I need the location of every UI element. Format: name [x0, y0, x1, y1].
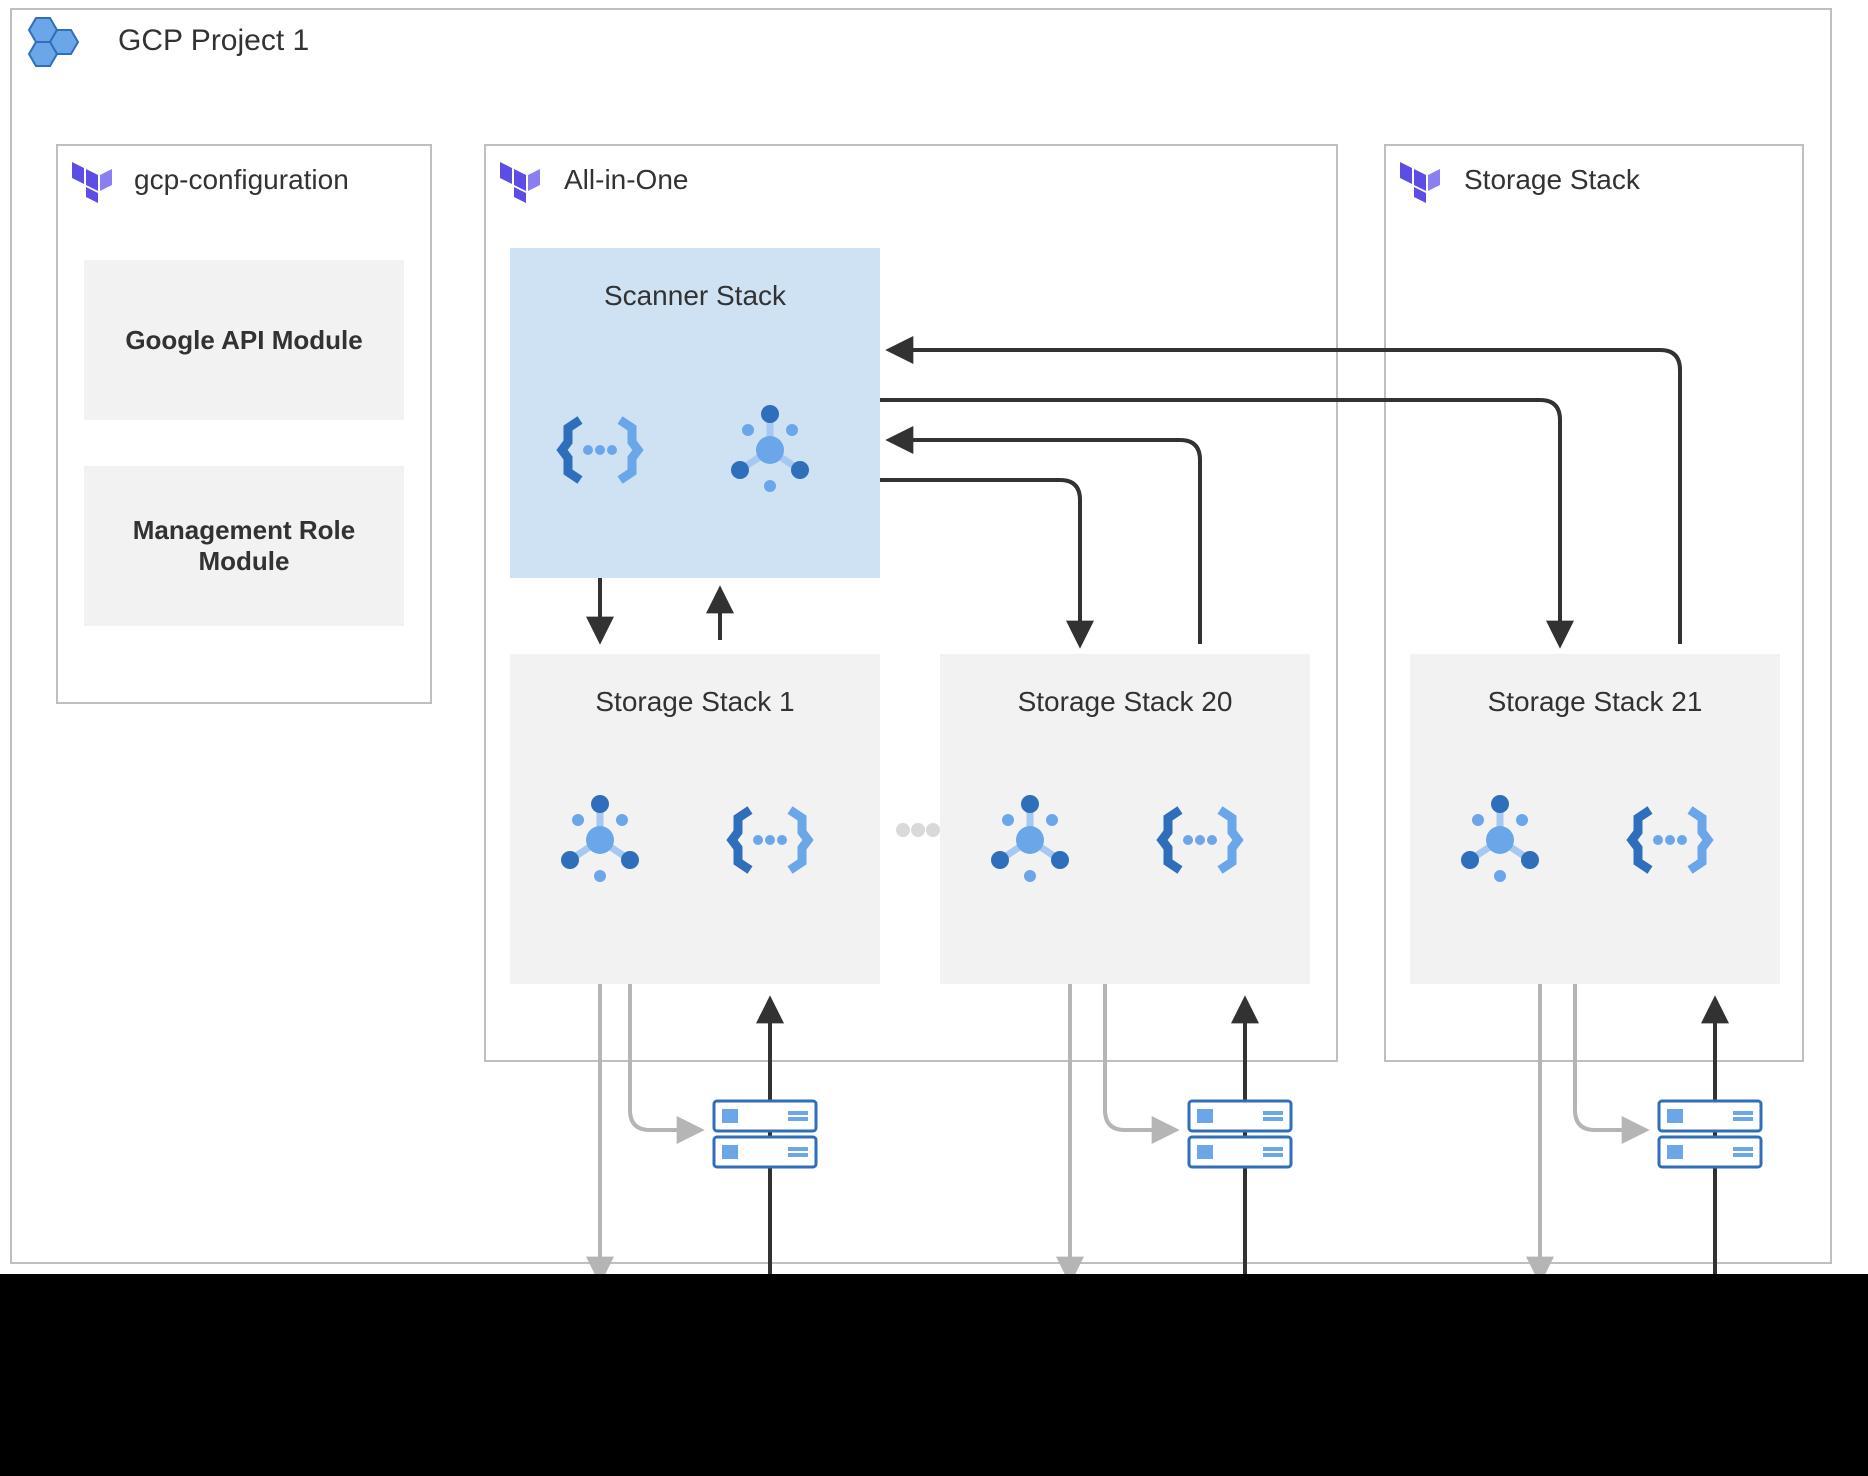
function-icon: [1150, 790, 1250, 890]
ellipsis-icon: [895, 820, 941, 840]
terraform-icon: [68, 156, 116, 204]
server-icon: [710, 1095, 820, 1175]
pubsub-icon: [720, 400, 820, 500]
management-role-module: Management Role Module: [84, 466, 404, 626]
google-api-module: Google API Module: [84, 260, 404, 420]
gcp-config-title: gcp-configuration: [134, 164, 349, 196]
pubsub-icon: [1450, 790, 1550, 890]
storage-stack-1-title: Storage Stack 1: [510, 686, 880, 718]
module-label: Google API Module: [125, 325, 362, 356]
storage-stack-section-title: Storage Stack: [1464, 164, 1640, 196]
pubsub-icon: [550, 790, 650, 890]
scanner-stack-title: Scanner Stack: [510, 280, 880, 312]
storage-stack-21-title: Storage Stack 21: [1410, 686, 1780, 718]
storage-stack-20-title: Storage Stack 20: [940, 686, 1310, 718]
all-in-one-title: All-in-One: [564, 164, 688, 196]
pubsub-icon: [980, 790, 1080, 890]
gcp-hex-icon: [16, 16, 86, 76]
server-icon: [1185, 1095, 1295, 1175]
project-title: GCP Project 1: [118, 24, 309, 58]
black-band: [0, 1274, 1868, 1476]
function-icon: [550, 400, 650, 500]
function-icon: [1620, 790, 1720, 890]
terraform-icon: [496, 156, 544, 204]
function-icon: [720, 790, 820, 890]
server-icon: [1655, 1095, 1765, 1175]
module-label: Management Role Module: [92, 515, 396, 577]
terraform-icon: [1396, 156, 1444, 204]
